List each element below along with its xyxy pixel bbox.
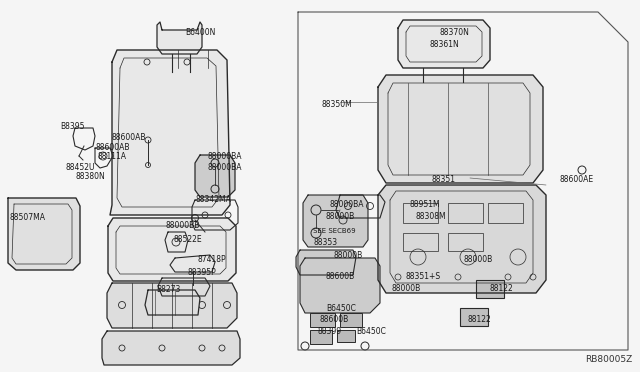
Polygon shape <box>157 22 202 54</box>
Text: 88600AE: 88600AE <box>560 175 594 184</box>
Text: 88522E: 88522E <box>173 235 202 244</box>
Text: 88000BA: 88000BA <box>208 152 243 161</box>
Bar <box>488 203 523 223</box>
Text: 88122: 88122 <box>468 315 492 324</box>
Text: 88395P: 88395P <box>188 268 217 277</box>
Text: B6450C: B6450C <box>356 327 386 336</box>
Text: B8273: B8273 <box>156 285 180 294</box>
Polygon shape <box>378 75 543 183</box>
Polygon shape <box>300 258 380 313</box>
Text: 88951M: 88951M <box>410 200 440 209</box>
Text: 88000B: 88000B <box>333 251 362 260</box>
Polygon shape <box>8 198 80 270</box>
Bar <box>448 203 483 223</box>
Polygon shape <box>102 331 240 365</box>
Text: 88000B: 88000B <box>392 284 421 293</box>
Polygon shape <box>145 290 200 315</box>
Text: B6450C: B6450C <box>326 304 356 313</box>
Text: B8395: B8395 <box>60 122 84 131</box>
Text: 88452U: 88452U <box>66 163 95 172</box>
Text: 88600AB: 88600AB <box>96 143 131 152</box>
Bar <box>460 308 488 326</box>
Bar <box>403 233 438 251</box>
Polygon shape <box>110 50 230 215</box>
Text: 88399: 88399 <box>318 327 342 336</box>
Text: 88000BA: 88000BA <box>330 200 365 209</box>
Text: 88600B: 88600B <box>320 315 349 324</box>
Text: 88000BB: 88000BB <box>165 221 200 230</box>
Text: 88350M: 88350M <box>322 100 353 109</box>
Bar <box>310 313 335 327</box>
Text: 88600AB: 88600AB <box>112 133 147 142</box>
Text: 88308M: 88308M <box>415 212 445 221</box>
Text: 88342MA: 88342MA <box>196 195 232 204</box>
Text: B6400N: B6400N <box>185 28 216 37</box>
Polygon shape <box>398 20 490 68</box>
Bar <box>448 233 483 251</box>
Text: 88600B: 88600B <box>326 272 355 281</box>
Text: 88353: 88353 <box>313 238 337 247</box>
Polygon shape <box>195 155 235 197</box>
Polygon shape <box>378 185 546 293</box>
Text: 88370N: 88370N <box>440 28 470 37</box>
Polygon shape <box>296 250 356 275</box>
Polygon shape <box>107 283 237 328</box>
Text: 88000B: 88000B <box>325 212 355 221</box>
Text: 88507MA: 88507MA <box>10 213 46 222</box>
Polygon shape <box>108 218 236 281</box>
Text: 88380N: 88380N <box>76 172 106 181</box>
Text: 88000B: 88000B <box>463 255 492 264</box>
Polygon shape <box>303 195 368 247</box>
Text: SEE SECB69: SEE SECB69 <box>313 228 356 234</box>
Bar <box>476 280 504 298</box>
Bar <box>337 330 355 342</box>
Text: 88000BA: 88000BA <box>208 163 243 172</box>
Bar <box>403 203 438 223</box>
Bar <box>340 313 362 327</box>
Text: 88351: 88351 <box>432 175 456 184</box>
Text: RB80005Z: RB80005Z <box>585 355 632 364</box>
Text: 88111A: 88111A <box>98 152 127 161</box>
Bar <box>310 330 332 344</box>
Text: 88361N: 88361N <box>430 40 460 49</box>
Text: 88351+S: 88351+S <box>406 272 441 281</box>
Text: 88122: 88122 <box>490 284 514 293</box>
Text: 87418P: 87418P <box>198 255 227 264</box>
